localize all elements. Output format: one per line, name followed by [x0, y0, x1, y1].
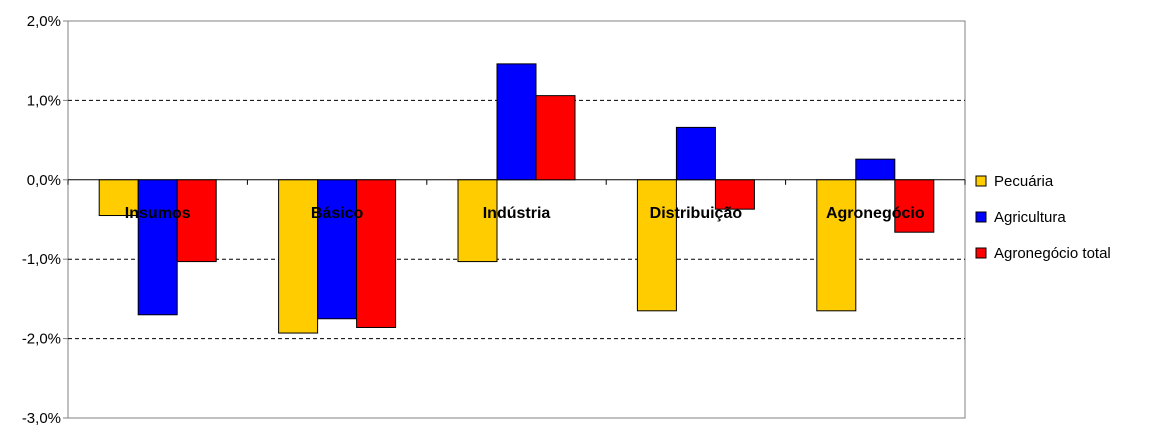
category-label: Básico [311, 205, 364, 222]
legend-label: Pecuária [994, 173, 1054, 190]
y-tick-label: -3,0% [22, 410, 61, 425]
y-tick-label: 0,0% [27, 172, 61, 189]
category-label: Distribuição [650, 205, 743, 222]
bar-agronegócio-total-4 [714, 179, 755, 210]
bar-agronegócio-total-1 [176, 179, 217, 263]
bar-agricultura-4 [675, 126, 716, 181]
bar-agricultura-3 [496, 63, 537, 181]
bar-agricultura-2 [317, 179, 358, 320]
y-tick-label: 1,0% [27, 92, 61, 109]
y-tick-label: 2,0% [27, 13, 61, 30]
y-axis: 2,0% 1,0% 0,0% -1,0% -2,0% -3,0% [22, 13, 68, 425]
bar-pecuária-5 [816, 179, 857, 312]
category-labels: Insumos Básico Indústria Distribuição Agrone… [125, 205, 925, 222]
category-label: Agronegócio [826, 205, 925, 222]
y-tick-label: -2,0% [22, 331, 61, 348]
legend-label: Agricultura [994, 209, 1066, 226]
bar-agronegócio-total-5 [894, 179, 935, 233]
bar-agricultura-1 [137, 179, 178, 316]
category-label: Insumos [125, 205, 191, 222]
category-label: Indústria [483, 205, 551, 222]
y-tick-label: -1,0% [22, 251, 61, 268]
legend: Pecuária Agricultura Agronegócio total [975, 173, 1111, 262]
bar-pecuária-4 [636, 179, 677, 312]
bars [98, 63, 935, 334]
bar-pecuária-2 [278, 179, 319, 334]
legend-swatch [975, 211, 987, 223]
legend-label: Agronegócio total [994, 245, 1111, 262]
bar-agronegócio-total-2 [356, 179, 397, 328]
legend-swatch [975, 175, 987, 187]
legend-swatch [975, 247, 987, 259]
bar-agronegócio-total-3 [535, 95, 576, 181]
bar-agricultura-5 [855, 158, 896, 181]
bar-pecuária-3 [457, 179, 498, 263]
